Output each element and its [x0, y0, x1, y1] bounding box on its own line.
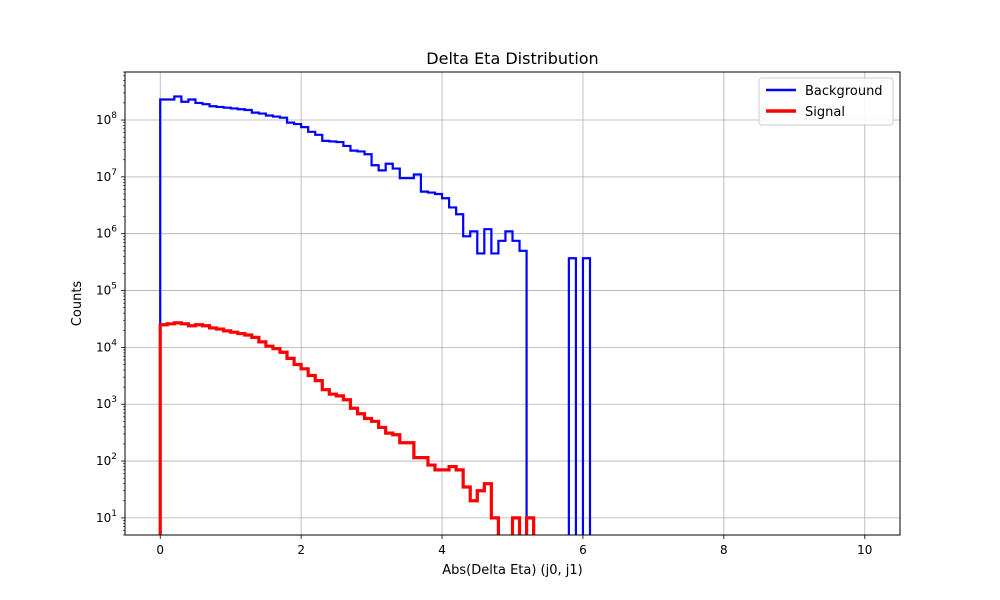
series-signal-step: [158, 321, 536, 535]
legend-label-signal: Signal: [805, 105, 845, 120]
series-layer: [158, 95, 592, 535]
y-tick-label: 108: [96, 111, 117, 127]
ticks-layer: 0 2 4 6 8 10 101 102 103 104 105 106 107 108: [96, 71, 872, 557]
x-tick-label: 2: [297, 543, 305, 557]
chart-title: Delta Eta Distribution: [426, 49, 598, 68]
y-axis-label: Counts: [70, 281, 85, 327]
series-background-step: [159, 95, 592, 535]
y-tick-label: 105: [96, 282, 117, 298]
y-tick-label: 101: [96, 509, 117, 525]
x-tick-label: 8: [720, 543, 728, 557]
y-tick-label: 102: [96, 452, 117, 468]
legend-label-background: Background: [805, 84, 883, 99]
y-tick-label: 104: [96, 338, 117, 354]
plot-frame: [124, 71, 901, 536]
x-tick-label: 10: [857, 543, 872, 557]
grid-layer: [125, 72, 900, 535]
x-tick-label: 0: [156, 543, 164, 557]
y-tick-label: 106: [96, 225, 117, 241]
x-tick-label: 6: [579, 543, 587, 557]
y-tick-label: 103: [96, 395, 117, 411]
y-tick-label: 107: [96, 168, 117, 184]
x-tick-label: 4: [438, 543, 446, 557]
legend: Background Signal: [758, 77, 894, 126]
x-axis-label: Abs(Delta Eta) (j0, j1): [442, 563, 582, 578]
